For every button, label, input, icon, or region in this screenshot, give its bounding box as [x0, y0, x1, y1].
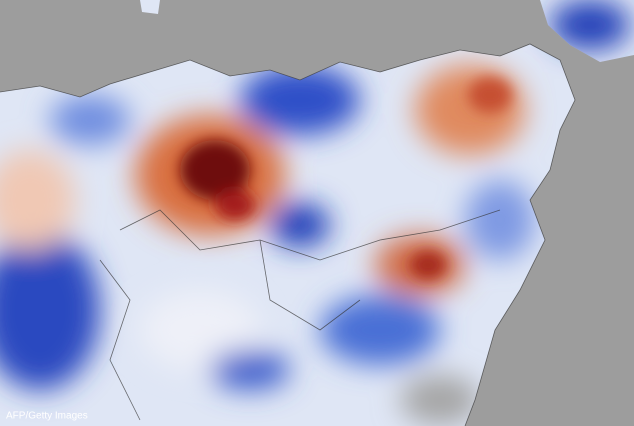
no-data	[400, 375, 480, 425]
anomaly-core	[180, 77, 512, 279]
border-line	[99, 259, 141, 421]
warm-core	[215, 190, 255, 220]
warm-anomaly	[0, 150, 75, 250]
borders	[0, 43, 576, 426]
cold-anomaly	[465, 180, 535, 260]
cold-anomaly	[0, 230, 100, 390]
image-credit: AFP/Getty Images	[6, 411, 88, 422]
cold-anomaly	[210, 350, 290, 390]
border-line	[119, 209, 501, 261]
warm-core	[180, 140, 250, 200]
cold-anomaly	[550, 0, 630, 50]
cold-anomaly	[320, 295, 440, 365]
warm-core	[468, 77, 512, 113]
warm-anomaly	[415, 65, 525, 155]
neutral-field	[140, 290, 260, 370]
border-line	[259, 239, 361, 331]
cold-anomaly	[50, 95, 130, 145]
cold-anomaly	[270, 203, 330, 247]
coastline	[0, 43, 576, 426]
warm-core	[410, 251, 446, 279]
cold-anomaly	[240, 65, 360, 135]
